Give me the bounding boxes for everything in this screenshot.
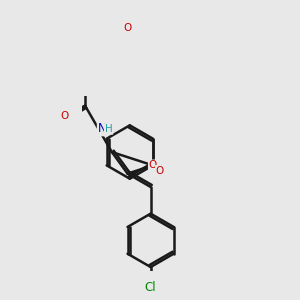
Text: Cl: Cl — [145, 281, 156, 294]
Text: O: O — [124, 23, 132, 33]
Text: O: O — [149, 160, 157, 170]
Text: N: N — [98, 122, 106, 135]
Text: O: O — [156, 166, 164, 176]
Text: O: O — [61, 112, 69, 122]
Text: H: H — [105, 124, 112, 134]
